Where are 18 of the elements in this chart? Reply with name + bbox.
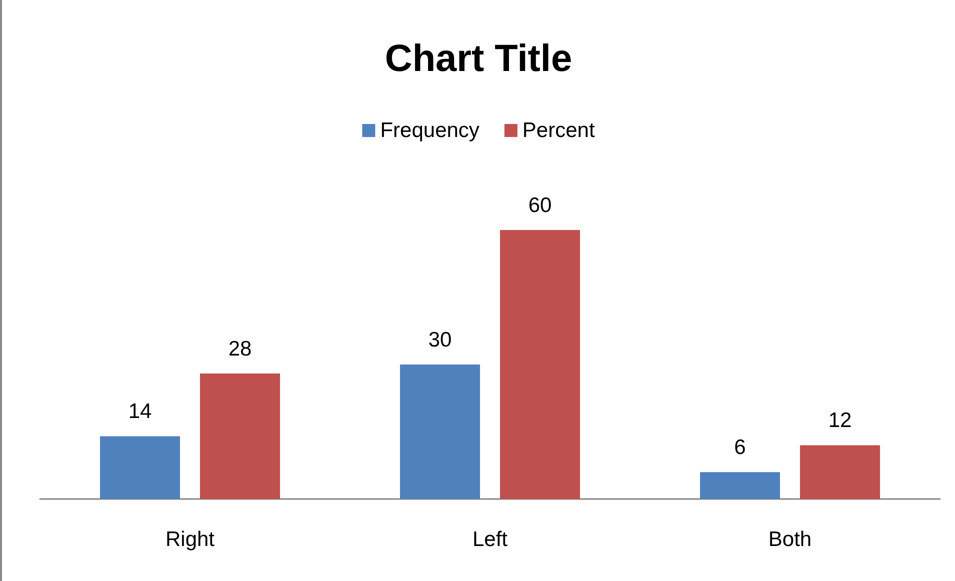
data-label: 60 <box>528 194 552 217</box>
chart-title: Chart Title <box>384 38 572 80</box>
bar <box>800 445 880 499</box>
x-tick-label: Right <box>165 528 215 551</box>
legend-label: Percent <box>522 119 595 142</box>
legend-label: Frequency <box>380 119 480 142</box>
x-tick-label: Both <box>768 528 812 551</box>
data-label: 28 <box>228 337 252 360</box>
data-label: 6 <box>734 436 746 460</box>
data-label: 30 <box>428 328 452 352</box>
bar <box>400 364 480 499</box>
data-label: 12 <box>828 409 852 432</box>
data-label: 14 <box>128 400 152 424</box>
x-tick-label: Left <box>472 528 508 551</box>
bar <box>700 472 780 499</box>
bar <box>200 373 280 499</box>
bar <box>100 436 180 499</box>
bar <box>500 230 580 499</box>
